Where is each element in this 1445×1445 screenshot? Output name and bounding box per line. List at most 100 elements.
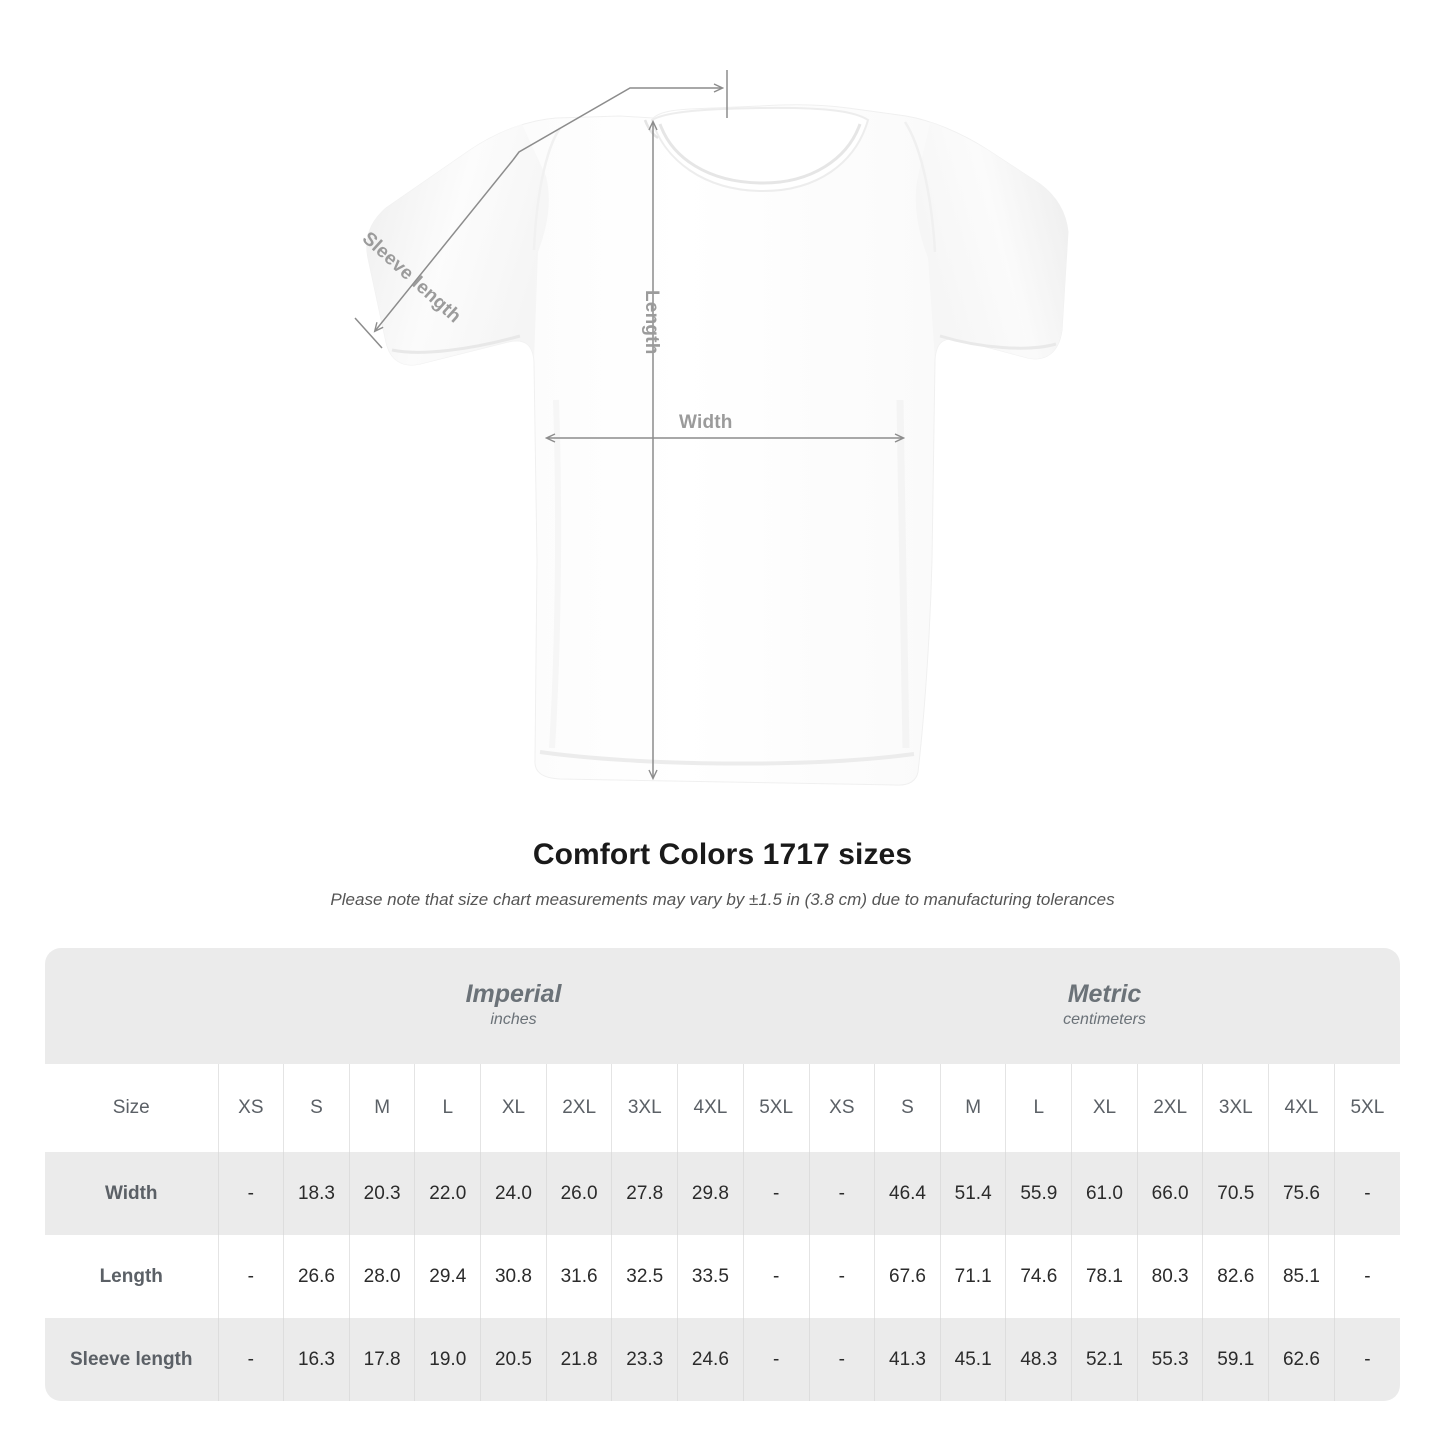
- dimension-lines: [354, 70, 903, 778]
- page-title: Comfort Colors 1717 sizes: [532, 838, 913, 871]
- size-header-cell-metric-s: S: [874, 1064, 941, 1152]
- cell-length-metric-5xl: -: [1333, 1235, 1400, 1318]
- tshirt-illustration: [354, 70, 1069, 786]
- cell-width-metric-m: 51.4: [939, 1152, 1006, 1235]
- size-header-cell-metric-xl: XL: [1071, 1064, 1138, 1152]
- cell-sleeve-length-imperial-xl: 20.5: [480, 1318, 547, 1401]
- unit-banner-row: Imperial inches Metric centimeters: [45, 948, 1400, 1064]
- cell-width-imperial-l: 22.0: [414, 1152, 481, 1235]
- size-header-cell-metric-5xl: 5XL: [1333, 1064, 1400, 1152]
- cell-sleeve-length-metric-4xl: 62.6: [1268, 1318, 1335, 1401]
- cell-sleeve-length-imperial-m: 17.8: [348, 1318, 415, 1401]
- cell-width-metric-5xl: -: [1333, 1152, 1400, 1235]
- length-label: Length: [641, 290, 662, 355]
- cell-sleeve-length-metric-5xl: -: [1333, 1318, 1400, 1401]
- size-header-cell-metric-l: L: [1005, 1064, 1072, 1152]
- table-row: Width -18.3 20.3 22.0 24.0 26.0 27.8 29.8- -46.4…: [45, 1152, 1400, 1235]
- cell-length-imperial-5xl: -: [742, 1235, 810, 1318]
- cell-length-imperial-3xl: 32.5: [611, 1235, 678, 1318]
- cell-length-imperial-l: 29.4: [414, 1235, 481, 1318]
- cell-width-imperial-s: 18.3: [283, 1152, 350, 1235]
- size-header-cell-metric-xs: XS: [808, 1064, 875, 1152]
- size-header-cell-imperial-2xl: 2XL: [545, 1064, 612, 1152]
- cell-sleeve-length-metric-l: 48.3: [1005, 1318, 1072, 1401]
- cell-width-metric-s: 46.4: [874, 1152, 941, 1235]
- cell-width-metric-2xl: 66.0: [1136, 1152, 1203, 1235]
- cell-sleeve-length-imperial-4xl: 24.6: [677, 1318, 744, 1401]
- cell-width-imperial-m: 20.3: [348, 1152, 415, 1235]
- cell-width-metric-xs: -: [808, 1152, 875, 1235]
- cell-length-metric-xl: 78.1: [1071, 1235, 1138, 1318]
- unit-group-metric: Metric centimeters: [809, 948, 1400, 1064]
- size-header-cell-imperial-3xl: 3XL: [611, 1064, 678, 1152]
- cell-sleeve-length-metric-m: 45.1: [939, 1318, 1006, 1401]
- shirt-body-shape: [366, 104, 1069, 786]
- unit-group-name: Imperial: [465, 979, 562, 1008]
- cell-length-imperial-xl: 30.8: [480, 1235, 547, 1318]
- cell-sleeve-length-metric-xs: -: [808, 1318, 875, 1401]
- cell-sleeve-length-imperial-2xl: 21.8: [545, 1318, 612, 1401]
- unit-group-subtitle: inches: [490, 1011, 537, 1029]
- title-block: Comfort Colors 1717 sizes Please note th…: [0, 838, 1445, 910]
- measurement-label-width: Width: [45, 1152, 218, 1235]
- tolerance-note: Please note that size chart measurements…: [330, 890, 1115, 909]
- cell-length-imperial-m: 28.0: [348, 1235, 415, 1318]
- cell-width-imperial-xs: -: [217, 1152, 284, 1235]
- cell-width-imperial-3xl: 27.8: [611, 1152, 678, 1235]
- sleeve-dimension-line: [375, 159, 514, 331]
- cell-length-metric-2xl: 80.3: [1136, 1235, 1203, 1318]
- unit-banner-spacer: [45, 948, 218, 1064]
- cell-width-metric-l: 55.9: [1005, 1152, 1072, 1235]
- cell-sleeve-length-imperial-l: 19.0: [414, 1318, 481, 1401]
- cell-length-imperial-2xl: 31.6: [545, 1235, 612, 1318]
- cell-width-imperial-xl: 24.0: [480, 1152, 547, 1235]
- size-header-label: Size: [45, 1064, 218, 1152]
- size-header-cell-metric-4xl: 4XL: [1268, 1064, 1335, 1152]
- size-header-cell-imperial-l: L: [414, 1064, 481, 1152]
- sleeve-end-tick: [354, 317, 383, 349]
- table-row: Sleeve length -16.3 17.8 19.0 20.5 21.8 23.3 24…: [45, 1318, 1400, 1401]
- cell-length-imperial-s: 26.6: [283, 1235, 350, 1318]
- table-row: Length -26.6 28.0 29.4 30.8 31.6 32.5 33.5- -67.…: [45, 1235, 1400, 1318]
- width-label: Width: [679, 412, 733, 433]
- size-header-cell-metric-2xl: 2XL: [1136, 1064, 1203, 1152]
- size-header-cell-imperial-xl: XL: [480, 1064, 547, 1152]
- cell-sleeve-length-metric-3xl: 59.1: [1202, 1318, 1269, 1401]
- size-header-cell-imperial-xs: XS: [217, 1064, 284, 1152]
- size-header-cell-imperial-s: S: [283, 1064, 350, 1152]
- cell-length-metric-3xl: 82.6: [1202, 1235, 1269, 1318]
- cell-sleeve-length-imperial-xs: -: [217, 1318, 284, 1401]
- cell-sleeve-length-metric-2xl: 55.3: [1136, 1318, 1203, 1401]
- cell-sleeve-length-imperial-3xl: 23.3: [611, 1318, 678, 1401]
- cell-width-imperial-4xl: 29.8: [677, 1152, 744, 1235]
- cell-width-metric-4xl: 75.6: [1268, 1152, 1335, 1235]
- size-header-cell-imperial-5xl: 5XL: [742, 1064, 810, 1152]
- size-chart-table-wrapper: Imperial inches Metric centimeters Size XS S M L…: [45, 948, 1400, 1401]
- cell-width-metric-3xl: 70.5: [1202, 1152, 1269, 1235]
- size-header-cell-imperial-4xl: 4XL: [677, 1064, 744, 1152]
- size-header-cell-imperial-m: M: [348, 1064, 415, 1152]
- cell-length-metric-m: 71.1: [939, 1235, 1006, 1318]
- cell-length-metric-xs: -: [808, 1235, 875, 1318]
- sleeve-leader-line: [512, 88, 722, 161]
- cell-sleeve-length-metric-s: 41.3: [874, 1318, 941, 1401]
- cell-length-metric-l: 74.6: [1005, 1235, 1072, 1318]
- unit-group-subtitle: centimeters: [1063, 1011, 1146, 1029]
- unit-group-name: Metric: [1067, 979, 1142, 1008]
- size-chart-table: Imperial inches Metric centimeters Size XS S M L…: [45, 948, 1400, 1401]
- cell-width-metric-xl: 61.0: [1071, 1152, 1138, 1235]
- tshirt-diagram: Sleeve length Length Width: [354, 70, 1069, 786]
- size-header-row: Size XS S M L XL 2XL 3XL 4XL 5XL XS S M L XL 2XL 3XL 4XL 5…: [45, 1064, 1400, 1152]
- size-header-cell-metric-m: M: [939, 1064, 1006, 1152]
- cell-length-metric-s: 67.6: [874, 1235, 941, 1318]
- cell-length-metric-4xl: 85.1: [1268, 1235, 1335, 1318]
- cell-width-imperial-5xl: -: [742, 1152, 810, 1235]
- size-header-cell-metric-3xl: 3XL: [1202, 1064, 1269, 1152]
- cell-width-imperial-2xl: 26.0: [545, 1152, 612, 1235]
- cell-sleeve-length-imperial-5xl: -: [742, 1318, 810, 1401]
- measurement-label-sleeve-length: Sleeve length: [45, 1318, 218, 1401]
- cell-length-imperial-4xl: 33.5: [677, 1235, 744, 1318]
- cell-length-imperial-xs: -: [217, 1235, 284, 1318]
- measurement-label-length: Length: [45, 1235, 218, 1318]
- cell-sleeve-length-metric-xl: 52.1: [1071, 1318, 1138, 1401]
